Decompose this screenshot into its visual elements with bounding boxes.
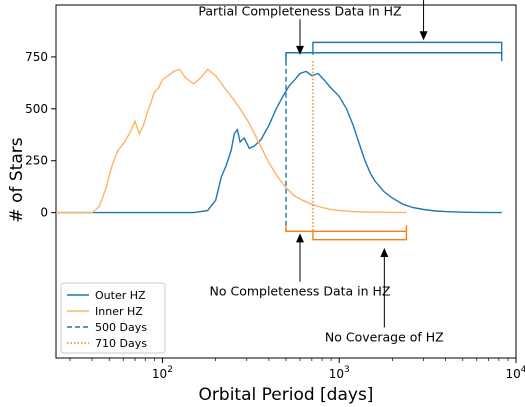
y-tick-label: 750 (25, 50, 48, 64)
x-tick-label: 103 (329, 365, 350, 381)
bracket (285, 52, 503, 62)
series-inner-hz (56, 68, 407, 214)
annotation-label: Partial Completeness Data in HZ (198, 3, 401, 18)
x-tick-label: 102 (152, 365, 173, 381)
annotation-label: No Coverage of HZ (325, 329, 444, 344)
arrow-head (419, 31, 428, 41)
legend-frame (60, 282, 166, 354)
legend: Outer HZ Inner HZ 500 Days 710 Days (60, 282, 166, 354)
y-tick-label: 0 (40, 206, 48, 220)
x-axis-label: Orbital Period [days] (199, 385, 374, 405)
annotation-layer: Partial Coverage of HZPartial Completene… (198, 0, 444, 344)
bracket (312, 41, 503, 55)
bracket-layer (285, 41, 503, 241)
arrow-head (295, 233, 304, 243)
y-axis-label: # of Stars (7, 137, 27, 222)
legend-label: Outer HZ (95, 289, 146, 302)
legend-label: 710 Days (95, 337, 147, 350)
bracket (285, 225, 408, 233)
arrow-head (295, 45, 304, 55)
series-layer (56, 52, 502, 232)
x-axis-ticks: 102 103 104 (152, 358, 525, 381)
legend-label: 500 Days (95, 321, 147, 334)
y-tick-label: 500 (25, 102, 48, 116)
legend-label: Inner HZ (95, 305, 143, 318)
arrow-head (380, 247, 389, 257)
annotation-label: No Completeness Data in HZ (210, 284, 391, 299)
minor-ticks (69, 358, 509, 361)
y-tick-label: 250 (25, 154, 48, 168)
series-outer-hz (56, 70, 502, 214)
y-axis-ticks: 0 250 500 750 (25, 50, 56, 220)
x-tick-label: 104 (505, 365, 525, 381)
bracket (312, 231, 408, 241)
